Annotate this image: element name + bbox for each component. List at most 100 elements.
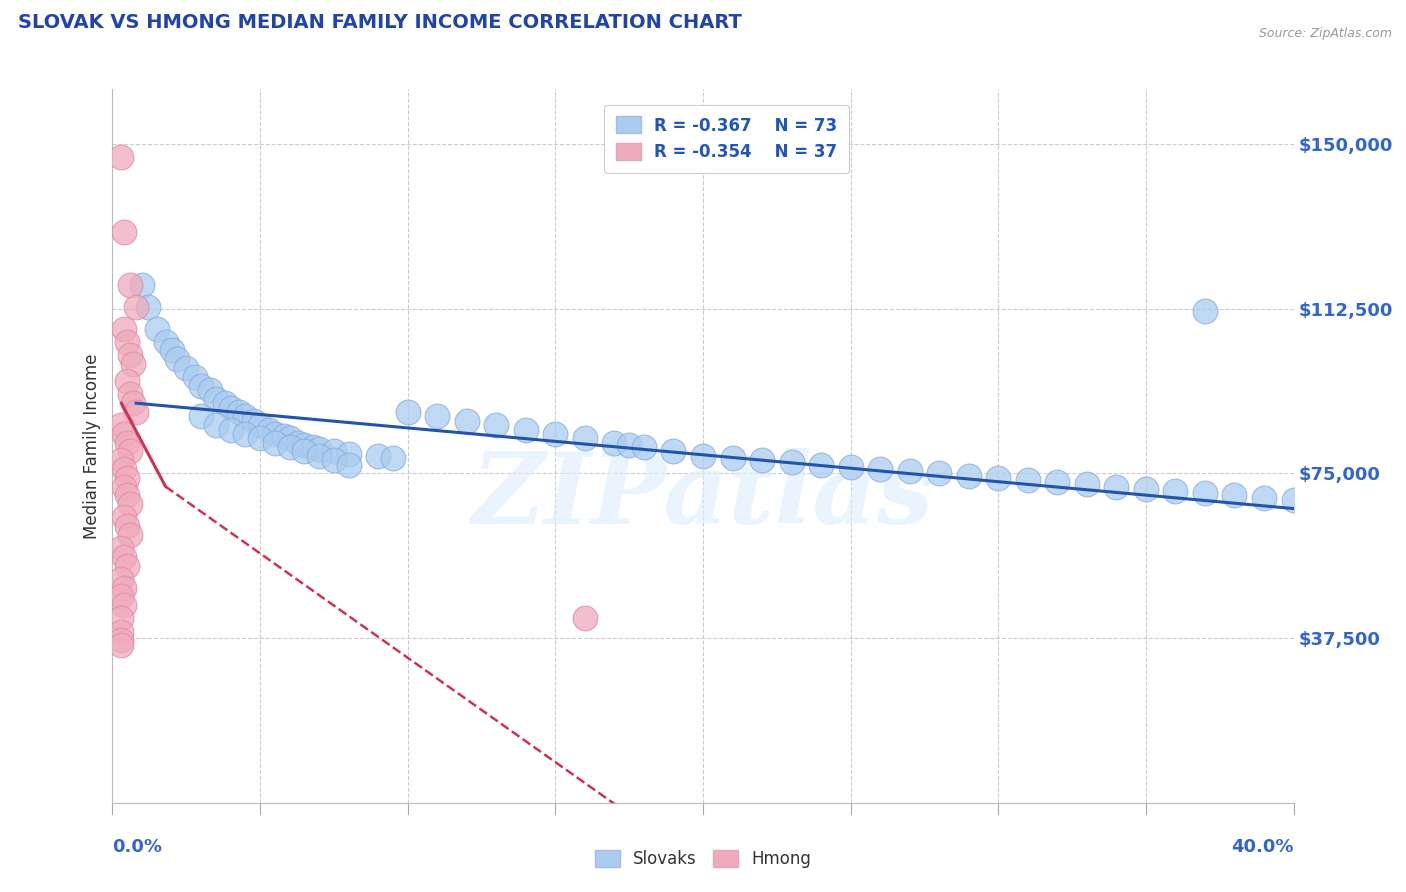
Point	[1253, 491, 1275, 505]
Point	[136, 300, 159, 314]
Point	[117, 471, 138, 485]
Point	[515, 423, 537, 437]
Text: ZIPatlas: ZIPatlas	[472, 448, 934, 544]
Point	[219, 423, 242, 437]
Point	[308, 449, 330, 463]
Point	[302, 440, 325, 454]
Point	[112, 510, 135, 524]
Text: 0.0%: 0.0%	[112, 838, 163, 856]
Point	[780, 455, 803, 469]
Point	[1223, 488, 1246, 502]
Point	[198, 383, 221, 397]
Point	[751, 453, 773, 467]
Point	[112, 549, 135, 564]
Point	[117, 558, 138, 573]
Point	[1017, 473, 1039, 487]
Point	[117, 374, 138, 388]
Point	[273, 429, 295, 443]
Point	[125, 405, 148, 419]
Legend: Slovaks, Hmong: Slovaks, Hmong	[588, 843, 818, 875]
Point	[117, 488, 138, 502]
Text: Source: ZipAtlas.com: Source: ZipAtlas.com	[1258, 27, 1392, 40]
Point	[1194, 304, 1216, 318]
Point	[323, 444, 346, 458]
Point	[1046, 475, 1069, 490]
Point	[110, 541, 132, 555]
Point	[184, 369, 207, 384]
Point	[120, 444, 142, 458]
Point	[278, 431, 301, 445]
Point	[662, 444, 685, 458]
Point	[839, 459, 862, 474]
Point	[219, 401, 242, 415]
Point	[110, 611, 132, 625]
Point	[117, 435, 138, 450]
Point	[131, 277, 153, 292]
Text: 40.0%: 40.0%	[1232, 838, 1294, 856]
Point	[112, 581, 135, 595]
Point	[120, 497, 142, 511]
Point	[619, 438, 641, 452]
Point	[603, 435, 626, 450]
Point	[485, 418, 508, 433]
Point	[1076, 477, 1098, 491]
Point	[1194, 486, 1216, 500]
Point	[122, 357, 145, 371]
Point	[120, 348, 142, 362]
Point	[287, 435, 309, 450]
Point	[214, 396, 236, 410]
Point	[1282, 492, 1305, 507]
Point	[721, 451, 744, 466]
Point	[544, 426, 567, 441]
Point	[1164, 483, 1187, 498]
Point	[1105, 480, 1128, 494]
Point	[292, 444, 315, 458]
Point	[110, 418, 132, 433]
Point	[233, 426, 256, 441]
Point	[112, 426, 135, 441]
Point	[160, 343, 183, 358]
Point	[112, 598, 135, 612]
Point	[323, 453, 346, 467]
Point	[112, 480, 135, 494]
Point	[112, 462, 135, 476]
Point	[110, 590, 132, 604]
Point	[228, 405, 250, 419]
Point	[337, 447, 360, 461]
Point	[456, 414, 478, 428]
Point	[243, 414, 266, 428]
Point	[426, 409, 449, 424]
Point	[308, 442, 330, 457]
Point	[110, 633, 132, 648]
Point	[337, 458, 360, 472]
Point	[190, 378, 212, 392]
Point	[110, 572, 132, 586]
Point	[155, 334, 177, 349]
Point	[633, 440, 655, 454]
Point	[125, 300, 148, 314]
Point	[110, 150, 132, 164]
Point	[292, 438, 315, 452]
Point	[120, 277, 142, 292]
Point	[810, 458, 832, 472]
Point	[110, 638, 132, 652]
Point	[869, 462, 891, 476]
Point	[117, 519, 138, 533]
Point	[120, 528, 142, 542]
Point	[249, 418, 271, 433]
Point	[928, 467, 950, 481]
Legend: R = -0.367    N = 73, R = -0.354    N = 37: R = -0.367 N = 73, R = -0.354 N = 37	[605, 104, 849, 173]
Point	[112, 321, 135, 335]
Point	[692, 449, 714, 463]
Point	[382, 451, 405, 466]
Point	[110, 624, 132, 639]
Point	[110, 453, 132, 467]
Point	[120, 387, 142, 401]
Point	[957, 468, 980, 483]
Y-axis label: Median Family Income: Median Family Income	[83, 353, 101, 539]
Point	[146, 321, 169, 335]
Point	[117, 334, 138, 349]
Point	[987, 471, 1010, 485]
Point	[166, 352, 188, 367]
Point	[264, 426, 287, 441]
